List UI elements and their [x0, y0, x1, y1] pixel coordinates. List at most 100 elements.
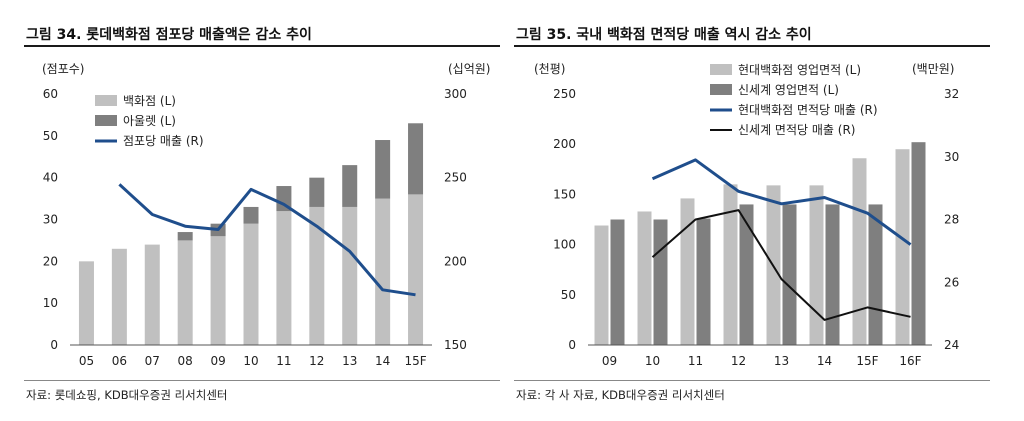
- figure-34-bottom-rule: [24, 380, 500, 381]
- bar-base-11: [276, 211, 292, 345]
- bar-series1-12: [723, 184, 738, 345]
- bar-series1-14: [809, 185, 824, 345]
- figure-35-source: 자료: 각 사 자료, KDB대우증권 리서치센터: [516, 388, 725, 402]
- x-tick-label: 07: [145, 354, 160, 368]
- x-tick-label: 08: [178, 354, 193, 368]
- bar-base-14: [375, 198, 391, 345]
- y-left-tick-label: 50: [43, 129, 58, 143]
- x-tick-label: 09: [210, 354, 225, 368]
- y-left-unit-label: (점포수): [42, 62, 84, 76]
- y-right-tick-label: 250: [444, 171, 467, 185]
- y-left-tick-label: 150: [553, 187, 576, 201]
- bar-stack-15F: [408, 123, 424, 195]
- y-left-tick-label: 20: [43, 254, 58, 268]
- x-tick-label: 15F: [856, 354, 878, 368]
- x-tick-label: 10: [645, 354, 660, 368]
- bar-stack-08: [177, 232, 193, 241]
- legend-label-line-1: 점포당 매출 (R): [123, 134, 204, 148]
- x-tick-label: 13: [342, 354, 357, 368]
- line-series-1: [118, 183, 416, 297]
- x-tick-label: 14: [375, 354, 390, 368]
- figure-35-title: 그림 35. 국내 백화점 면적당 매출 역시 감소 추이: [516, 27, 812, 43]
- y-right-tick-label: 24: [944, 338, 959, 352]
- bar-stack-10: [243, 206, 259, 224]
- figure-35-bottom-rule: [514, 380, 990, 381]
- x-tick-label: 11: [276, 354, 291, 368]
- bar-series1-11: [680, 198, 695, 345]
- bar-base-06: [111, 248, 127, 345]
- y-left-tick-label: 60: [43, 87, 58, 101]
- bar-base-07: [144, 244, 160, 345]
- bar-series2-09: [610, 219, 625, 345]
- x-tick-label: 09: [602, 354, 617, 368]
- y-left-tick-label: 200: [553, 137, 576, 151]
- line-series-1: [651, 158, 912, 246]
- y-left-tick-label: 50: [561, 288, 576, 302]
- x-tick-label: 16F: [899, 354, 921, 368]
- x-tick-label: 11: [688, 354, 703, 368]
- x-tick-label: 10: [243, 354, 258, 368]
- figure-34-title: 그림 34. 롯데백화점 점포당 매출액은 감소 추이: [26, 27, 312, 43]
- bar-series2-15F: [868, 204, 883, 345]
- bar-stack-13: [342, 165, 358, 207]
- y-left-unit-label: (천평): [534, 61, 565, 76]
- bar-series1-16F: [895, 149, 910, 345]
- x-tick-label: 06: [112, 354, 127, 368]
- legend-swatch-bar-2: [95, 115, 117, 126]
- legend-label-bar-1: 백화점 (L): [123, 94, 176, 108]
- bar-series2-14: [825, 204, 840, 345]
- x-tick-label: 12: [309, 354, 324, 368]
- bar-series2-10: [653, 219, 668, 345]
- bar-base-12: [309, 206, 325, 345]
- figure-34-title-rule: [24, 45, 500, 47]
- bar-series2-12: [739, 204, 754, 345]
- y-left-tick-label: 10: [43, 296, 58, 310]
- bar-stack-12: [309, 177, 325, 207]
- bar-series1-15F: [852, 158, 867, 345]
- bar-base-08: [177, 240, 193, 345]
- legend-label-bar-2: 신세계 영업면적 (L): [738, 83, 839, 97]
- x-tick-label: 14: [817, 354, 832, 368]
- bar-series2-11: [696, 218, 711, 345]
- bar-series2-13: [782, 204, 797, 345]
- y-right-tick-label: 150: [444, 338, 467, 352]
- figure-35-chart: (천평) (백만원) 0 50 100 150 200 250 24 26 28 30 32 09 10 11…: [534, 61, 959, 368]
- x-tick-label: 12: [731, 354, 746, 368]
- y-right-tick-label: 28: [944, 213, 959, 227]
- x-tick-label: 15F: [404, 354, 426, 368]
- y-left-tick-label: 0: [50, 338, 58, 352]
- figure-35-title-rule: [514, 45, 990, 47]
- y-right-unit-label: (십억원): [448, 62, 490, 76]
- legend-label-bar-1: 현대백화점 영업면적 (L): [738, 63, 861, 77]
- legend-label-line-1: 현대백화점 면적당 매출 (R): [738, 103, 878, 117]
- y-left-tick-label: 30: [43, 213, 58, 227]
- bar-series1-09: [594, 225, 609, 345]
- bar-base-13: [342, 206, 358, 345]
- bar-series1-10: [637, 211, 652, 345]
- y-right-tick-label: 32: [944, 87, 959, 101]
- y-left-tick-label: 0: [568, 338, 576, 352]
- bar-base-15F: [408, 194, 424, 345]
- y-left-tick-label: 40: [43, 171, 58, 185]
- bar-base-05: [78, 261, 94, 345]
- legend-label-bar-2: 아울렛 (L): [123, 114, 176, 128]
- bar-series2-16F: [911, 142, 926, 345]
- line-series-2: [651, 209, 911, 321]
- y-right-tick-label: 26: [944, 275, 959, 289]
- bar-base-09: [210, 236, 226, 345]
- y-left-tick-label: 100: [553, 238, 576, 252]
- x-tick-label: 05: [79, 354, 94, 368]
- x-tick-label: 13: [774, 354, 789, 368]
- legend-label-line-2: 신세계 면적당 매출 (R): [738, 123, 855, 137]
- y-right-tick-label: 30: [944, 150, 959, 164]
- y-right-tick-label: 300: [444, 87, 467, 101]
- figure-34-source: 자료: 롯데쇼핑, KDB대우증권 리서치센터: [26, 388, 228, 402]
- y-right-unit-label: (백만원): [912, 62, 954, 76]
- legend-swatch-bar-1: [95, 95, 117, 106]
- bar-base-10: [243, 223, 259, 345]
- bar-stack-14: [375, 140, 391, 199]
- figure-34-chart: (점포수) (십억원) 0 10 20 30 40 50 60 150 200 250 300 05 06 0…: [42, 62, 490, 368]
- legend-swatch-bar-1: [710, 64, 732, 75]
- legend-swatch-bar-2: [710, 84, 732, 95]
- y-left-tick-label: 250: [553, 87, 576, 101]
